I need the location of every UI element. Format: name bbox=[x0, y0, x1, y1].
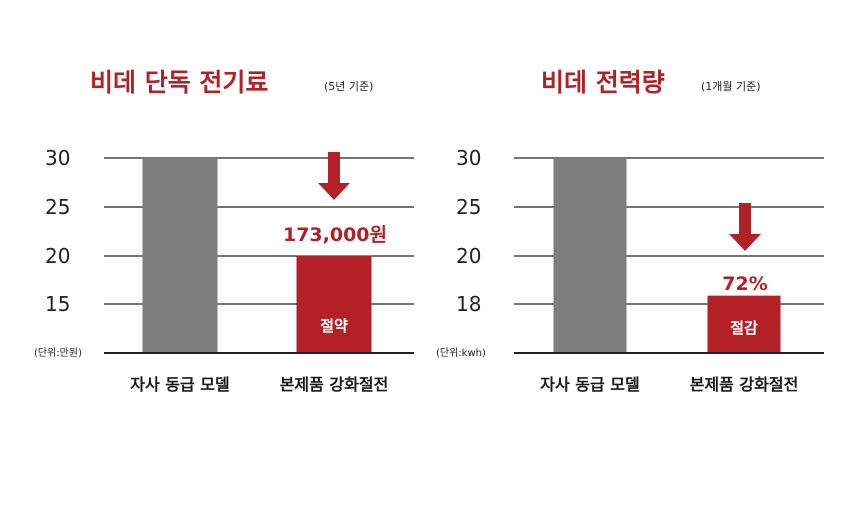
y-tick-label: 25 bbox=[45, 195, 70, 219]
chart-subtitle: (5년 기준) bbox=[324, 80, 373, 93]
y-tick-label: 18 bbox=[456, 292, 481, 316]
y-tick-label: 30 bbox=[456, 146, 481, 170]
unit-label: (단위:kwh) bbox=[436, 346, 486, 359]
chart-title: 비데 전력량 bbox=[541, 68, 665, 97]
y-tick-label: 20 bbox=[456, 244, 481, 268]
y-tick-label: 25 bbox=[456, 195, 481, 219]
category-label: 본제품 강화절전 bbox=[280, 375, 389, 394]
chart-title: 비데 단독 전기료 bbox=[90, 68, 268, 97]
unit-label: (단위:만원) bbox=[34, 346, 82, 359]
bar-this-product bbox=[707, 295, 781, 353]
bar-label-reduction: 절감 bbox=[730, 319, 758, 337]
y-tick-label: 15 bbox=[45, 292, 70, 316]
chart-subtitle: (1개월 기준) bbox=[701, 80, 761, 93]
y-tick-label: 30 bbox=[45, 146, 70, 170]
power-consumption-chart: 비데 전력량 (1개월 기준) 30 25 20 18 (단위:kwh) 절감 … bbox=[436, 68, 824, 394]
bar-competitor-model bbox=[142, 158, 218, 353]
category-label: 자사 동급 모델 bbox=[130, 375, 229, 394]
category-label: 자사 동급 모델 bbox=[540, 375, 639, 394]
down-arrow-icon bbox=[318, 152, 350, 200]
category-label: 본제품 강화절전 bbox=[690, 375, 799, 394]
y-tick-label: 20 bbox=[45, 244, 70, 268]
reduction-percent-annotation: 72% bbox=[722, 273, 767, 295]
bar-label-savings: 절약 bbox=[320, 317, 348, 335]
bar-this-product bbox=[296, 255, 372, 353]
bar-competitor-model bbox=[553, 158, 627, 353]
electricity-cost-chart: 비데 단독 전기료 (5년 기준) 30 25 20 15 (단위:만원) 절약… bbox=[34, 68, 414, 394]
down-arrow-icon bbox=[729, 203, 761, 251]
savings-amount-annotation: 173,000원 bbox=[283, 224, 387, 246]
